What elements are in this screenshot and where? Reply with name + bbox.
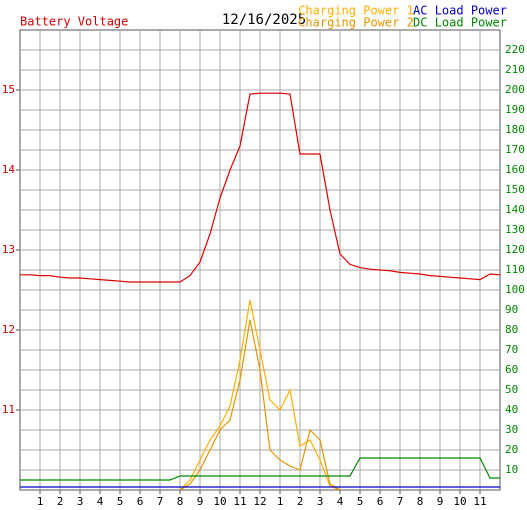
y2-tick-label: 190 xyxy=(505,103,525,116)
x-tick-label: 7 xyxy=(397,495,404,508)
x-tick-label: 8 xyxy=(177,495,184,508)
y2-tick-label: 210 xyxy=(505,63,525,76)
legend-label: AC Load Power xyxy=(413,4,507,18)
legend-label: Charging Power 2 xyxy=(298,16,414,30)
x-tick-label: 10 xyxy=(213,495,226,508)
x-tick-label: 4 xyxy=(337,495,344,508)
y2-tick-label: 200 xyxy=(505,83,525,96)
x-tick-label: 3 xyxy=(77,495,84,508)
x-tick-label: 9 xyxy=(197,495,204,508)
x-tick-label: 3 xyxy=(317,495,324,508)
x-tick-label: 1 xyxy=(277,495,284,508)
y-tick-label: 12 xyxy=(2,323,15,336)
y2-tick-label: 220 xyxy=(505,43,525,56)
x-tick-label: 5 xyxy=(117,495,124,508)
y-tick-label: 14 xyxy=(2,163,16,176)
y-tick-label: 15 xyxy=(2,83,15,96)
x-tick-label: 1 xyxy=(37,495,44,508)
x-tick-label: 2 xyxy=(57,495,64,508)
chart-date: 12/16/2025 xyxy=(222,12,306,28)
y2-tick-label: 90 xyxy=(505,303,518,316)
y2-tick-label: 80 xyxy=(505,323,518,336)
y2-tick-label: 70 xyxy=(505,343,518,356)
legend-label: DC Load Power xyxy=(413,16,507,30)
y2-tick-label: 120 xyxy=(505,243,525,256)
y2-tick-label: 40 xyxy=(505,403,518,416)
x-tick-label: 12 xyxy=(253,495,266,508)
x-tick-label: 11 xyxy=(233,495,246,508)
x-tick-label: 11 xyxy=(473,495,486,508)
series-line xyxy=(179,299,341,491)
y2-tick-label: 110 xyxy=(505,263,525,276)
x-tick-label: 5 xyxy=(357,495,364,508)
series-line xyxy=(20,457,500,481)
y2-tick-label: 20 xyxy=(505,443,518,456)
y2-tick-label: 30 xyxy=(505,423,518,436)
x-tick-label: 2 xyxy=(297,495,304,508)
x-tick-label: 6 xyxy=(137,495,144,508)
series-line xyxy=(20,92,501,283)
x-tick-label: 8 xyxy=(417,495,424,508)
series-line xyxy=(179,319,341,491)
y2-tick-label: 180 xyxy=(505,123,525,136)
y2-tick-label: 170 xyxy=(505,143,525,156)
y2-tick-label: 60 xyxy=(505,363,518,376)
x-tick-label: 7 xyxy=(157,495,164,508)
chart-title: Battery Voltage xyxy=(20,15,128,29)
y2-tick-label: 160 xyxy=(505,163,525,176)
y2-tick-label: 100 xyxy=(505,283,525,296)
legend-label: Charging Power 1 xyxy=(298,4,414,18)
y2-tick-label: 50 xyxy=(505,383,518,396)
x-tick-label: 10 xyxy=(453,495,466,508)
x-tick-label: 6 xyxy=(377,495,384,508)
y-tick-label: 13 xyxy=(2,243,15,256)
y2-tick-label: 140 xyxy=(505,203,525,216)
x-tick-label: 9 xyxy=(437,495,444,508)
y2-tick-label: 10 xyxy=(505,463,518,476)
y2-tick-label: 150 xyxy=(505,183,525,196)
y-tick-label: 11 xyxy=(2,403,15,416)
x-tick-label: 4 xyxy=(97,495,104,508)
y2-tick-label: 130 xyxy=(505,223,525,236)
